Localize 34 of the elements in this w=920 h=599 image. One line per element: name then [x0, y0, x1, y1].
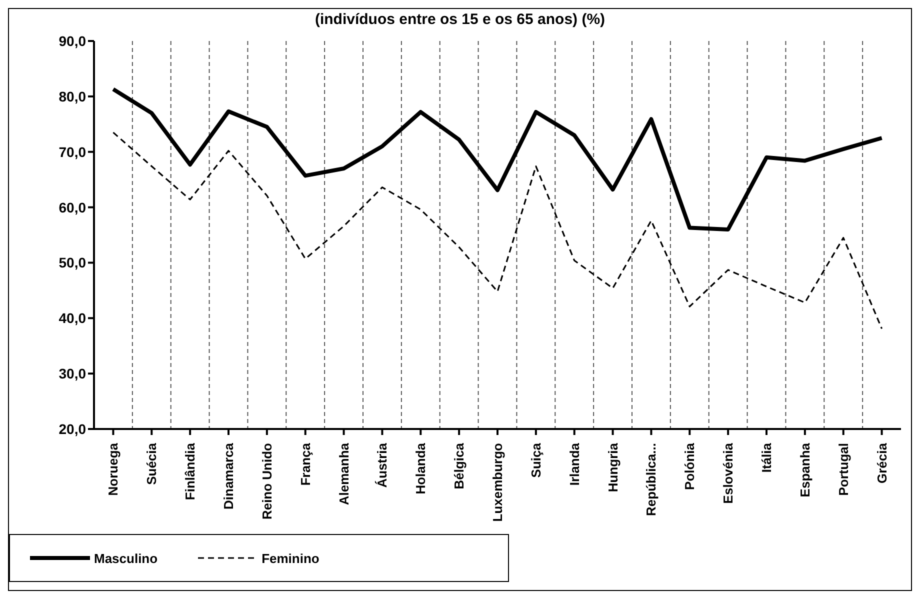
x-tick-label: Eslovénia — [720, 442, 736, 504]
y-tick-label: 60,0 — [58, 199, 86, 216]
x-tick-label: Reino Unido — [259, 442, 274, 520]
chart-title: (indivíduos entre os 15 e os 65 anos) (%) — [314, 10, 606, 30]
x-tick-label: Grécia — [874, 442, 890, 484]
y-tick-label: 30,0 — [58, 366, 86, 382]
y-tick-label: 90,0 — [58, 32, 86, 49]
x-tick-label: Polónia — [682, 442, 698, 490]
x-tick-label: Hungria — [605, 442, 620, 492]
x-tick-label: República... — [644, 443, 659, 516]
x-tick-label: Bélgica — [452, 442, 467, 490]
legend-label: Masculino — [94, 550, 158, 566]
legend-label: Feminino — [262, 550, 320, 566]
x-tick-label: Portugal — [836, 443, 851, 496]
line-series — [112, 132, 883, 330]
x-tick-label: França — [298, 442, 313, 486]
y-tick-label: 70,0 — [58, 144, 86, 160]
x-tick-label: Noruega — [106, 442, 121, 496]
y-tick-label: 80,0 — [58, 88, 86, 104]
y-tick-label: 40,0 — [58, 310, 86, 326]
x-tick-label: Espanha — [797, 442, 812, 498]
x-tick-label: Finlândia — [182, 442, 198, 500]
x-tick-label: Áustria — [374, 442, 390, 488]
x-tick-label: Luxemburgo — [490, 442, 505, 522]
line-series — [111, 87, 884, 232]
x-tick-label: Holanda — [413, 442, 428, 494]
y-tick-label: 20,0 — [58, 420, 86, 437]
x-tick-label: Suécia — [144, 442, 160, 485]
y-tick-label: 50,0 — [58, 254, 86, 271]
x-tick-label: Suiça — [528, 442, 544, 478]
x-tick-label: Dinamarca — [221, 442, 236, 510]
x-tick-label: Alemanha — [336, 442, 352, 506]
x-tick-label: Irlanda — [566, 442, 582, 486]
x-tick-label: Itália — [759, 442, 774, 473]
